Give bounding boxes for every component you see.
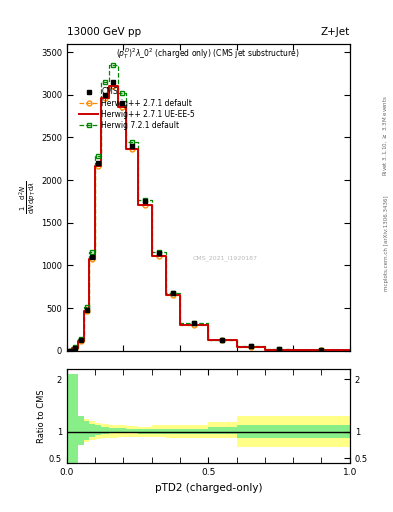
Herwig 7.2.1 default xyxy=(130,139,134,145)
Herwig++ 2.7.1 default xyxy=(111,83,116,89)
Line: CMS: CMS xyxy=(67,79,324,353)
CMS xyxy=(220,336,225,343)
Y-axis label: Ratio to CMS: Ratio to CMS xyxy=(37,389,46,443)
Line: Herwig 7.2.1 default: Herwig 7.2.1 default xyxy=(67,62,324,353)
CMS xyxy=(67,348,72,354)
Herwig 7.2.1 default xyxy=(220,336,225,343)
Text: CMS_2021_I1920187: CMS_2021_I1920187 xyxy=(193,255,258,262)
Herwig++ 2.7.1 default xyxy=(103,95,107,101)
Herwig++ 2.7.1 default xyxy=(130,146,134,153)
Herwig++ 2.7.1 default xyxy=(156,253,161,259)
Line: Herwig++ 2.7.1 default: Herwig++ 2.7.1 default xyxy=(67,84,324,353)
Herwig 7.2.1 default xyxy=(156,249,161,255)
Herwig++ 2.7.1 default xyxy=(192,322,196,328)
Herwig++ 2.7.1 default xyxy=(319,347,324,353)
Herwig 7.2.1 default xyxy=(67,348,72,354)
Herwig++ 2.7.1 default xyxy=(220,337,225,344)
X-axis label: pTD2 (charged-only): pTD2 (charged-only) xyxy=(154,483,262,493)
Herwig++ 2.7.1 default xyxy=(95,162,100,168)
Herwig 7.2.1 default xyxy=(79,336,83,342)
CMS xyxy=(84,307,89,313)
CMS xyxy=(73,345,78,351)
Herwig 7.2.1 default xyxy=(119,90,124,96)
Herwig++ 2.7.1 default xyxy=(248,344,253,350)
Herwig++ 2.7.1 default xyxy=(84,308,89,314)
CMS xyxy=(319,347,324,353)
Herwig 7.2.1 default xyxy=(111,62,116,68)
Text: $(p_T^D)^2\lambda\_0^2$ (charged only) (CMS jet substructure): $(p_T^D)^2\lambda\_0^2$ (charged only) (… xyxy=(116,47,300,61)
Herwig 7.2.1 default xyxy=(192,320,196,326)
Text: Z+Jet: Z+Jet xyxy=(321,27,350,37)
CMS xyxy=(192,321,196,327)
Herwig++ 2.7.1 default xyxy=(119,103,124,110)
Herwig++ 2.7.1 default xyxy=(73,345,78,351)
Herwig 7.2.1 default xyxy=(73,345,78,351)
Herwig 7.2.1 default xyxy=(90,249,95,255)
CMS xyxy=(119,100,124,106)
CMS xyxy=(111,79,116,85)
Herwig++ 2.7.1 default xyxy=(79,338,83,344)
Text: Rivet 3.1.10, $\geq$ 3.3M events: Rivet 3.1.10, $\geq$ 3.3M events xyxy=(382,95,389,176)
Herwig 7.2.1 default xyxy=(319,347,324,353)
Text: mcplots.cern.ch [arXiv:1306.3436]: mcplots.cern.ch [arXiv:1306.3436] xyxy=(384,196,389,291)
CMS xyxy=(103,92,107,98)
CMS xyxy=(130,143,134,149)
Herwig++ 2.7.1 default xyxy=(171,292,175,298)
CMS xyxy=(95,160,100,166)
Herwig++ 2.7.1 default xyxy=(277,347,281,353)
CMS xyxy=(142,198,147,204)
Herwig 7.2.1 default xyxy=(277,346,281,352)
Herwig++ 2.7.1 default xyxy=(142,202,147,208)
Herwig 7.2.1 default xyxy=(95,153,100,159)
Text: 13000 GeV pp: 13000 GeV pp xyxy=(67,27,141,37)
CMS xyxy=(277,346,281,352)
CMS xyxy=(79,337,83,344)
Herwig 7.2.1 default xyxy=(103,79,107,85)
CMS xyxy=(248,344,253,350)
Herwig++ 2.7.1 default xyxy=(67,348,72,354)
Herwig 7.2.1 default xyxy=(248,344,253,350)
Herwig 7.2.1 default xyxy=(84,304,89,310)
CMS xyxy=(156,249,161,255)
Herwig 7.2.1 default xyxy=(171,290,175,296)
Herwig++ 2.7.1 default xyxy=(90,255,95,262)
Legend: CMS, Herwig++ 2.7.1 default, Herwig++ 2.7.1 UE-EE-5, Herwig 7.2.1 default: CMS, Herwig++ 2.7.1 default, Herwig++ 2.… xyxy=(76,84,198,133)
Y-axis label: $\frac{1}{\mathrm{d}N}\frac{\mathrm{d}^2N}{\mathrm{d}p_T\,\mathrm{d}\lambda}$: $\frac{1}{\mathrm{d}N}\frac{\mathrm{d}^2… xyxy=(17,180,38,214)
CMS xyxy=(171,290,175,296)
CMS xyxy=(90,254,95,260)
Herwig 7.2.1 default xyxy=(142,197,147,203)
